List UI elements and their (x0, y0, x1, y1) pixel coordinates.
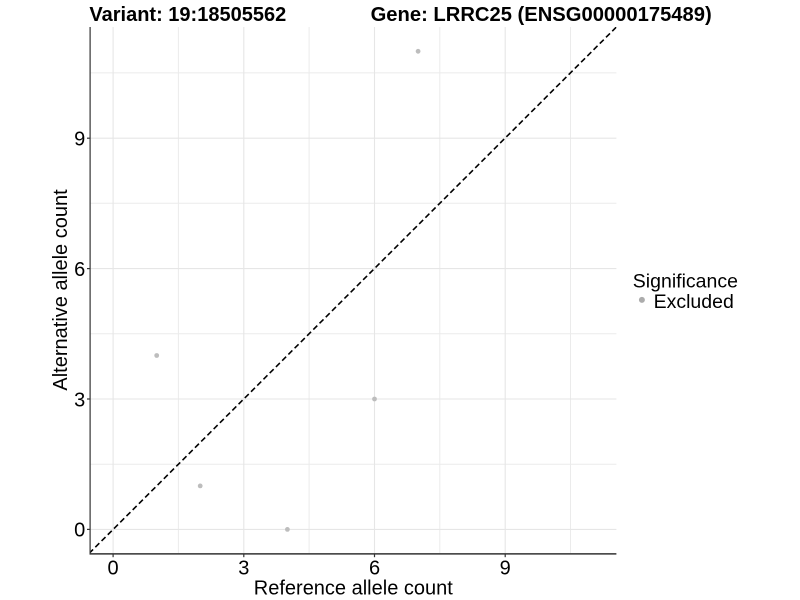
svg-text:9: 9 (74, 129, 85, 151)
svg-text:0: 0 (74, 520, 85, 542)
svg-text:6: 6 (369, 557, 380, 579)
svg-text:Alternative allele count: Alternative allele count (50, 189, 72, 391)
svg-text:3: 3 (74, 389, 85, 411)
svg-text:3: 3 (238, 557, 249, 579)
svg-text:Significance: Significance (633, 271, 738, 293)
svg-text:6: 6 (74, 259, 85, 281)
svg-text:Variant: 19:18505562: Variant: 19:18505562 (89, 4, 286, 26)
svg-text:Excluded: Excluded (654, 291, 734, 313)
svg-text:9: 9 (500, 557, 511, 579)
svg-text:0: 0 (108, 557, 119, 579)
svg-text:Reference allele count: Reference allele count (254, 577, 453, 599)
svg-text:Gene: LRRC25 (ENSG00000175489): Gene: LRRC25 (ENSG00000175489) (371, 4, 712, 26)
